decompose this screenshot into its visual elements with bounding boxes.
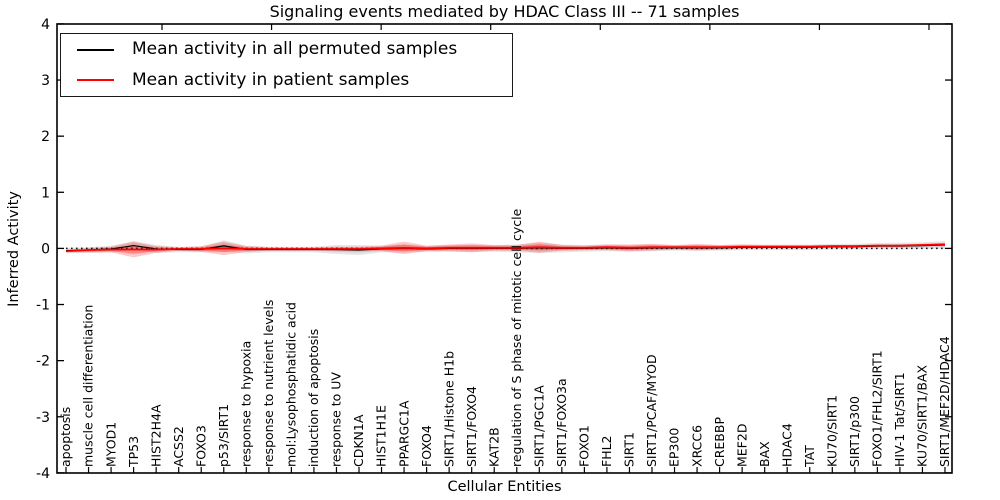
x-tick-label: FOXO1: [577, 425, 592, 467]
y-axis-label: Inferred Activity: [6, 191, 22, 307]
x-tick-label: muscle cell differentiation: [81, 305, 96, 467]
x-tick-label: FOXO3: [193, 425, 208, 467]
x-tick-label: PPARGC1A: [396, 400, 411, 467]
x-tick-label: apoptosis: [58, 407, 73, 467]
y-tick-label: 4: [41, 17, 50, 33]
x-tick-label: SIRT1/MEF2D/HDAC4: [937, 336, 952, 467]
x-tick-label: response to nutrient levels: [261, 300, 276, 467]
x-tick-label: SIRT1/FOXO4: [464, 386, 479, 467]
legend-label: Mean activity in patient samples: [132, 69, 410, 90]
legend-entry-patient: Mean activity in patient samples: [61, 65, 512, 95]
x-tick-label: ACSS2: [171, 426, 186, 467]
x-tick-label: TAT: [802, 445, 817, 468]
y-tick-label: -4: [36, 466, 50, 482]
x-tick-label: response to UV: [329, 372, 344, 467]
x-tick-label: regulation of S phase of mitotic cell cy…: [509, 208, 524, 467]
y-tick-label: 0: [41, 241, 50, 257]
x-tick-label: SIRT1/PCAF/MYOD: [644, 354, 659, 467]
x-tick-label: TP53: [126, 436, 141, 468]
x-tick-label: KU70/SIRT1: [824, 395, 839, 467]
y-tick-label: 2: [41, 129, 50, 145]
legend-label: Mean activity in all permuted samples: [132, 39, 458, 60]
x-tick-label: p53/SIRT1: [216, 404, 231, 467]
x-tick-label: HIST2H4A: [148, 404, 163, 467]
y-tick-label: 3: [41, 73, 50, 89]
black-line-sample-icon: [77, 48, 114, 51]
x-axis-label: Cellular Entities: [447, 479, 562, 495]
x-tick-label: induction of apoptosis: [306, 329, 321, 467]
x-tick-label: KAT2B: [486, 427, 501, 467]
x-tick-label: SIRT1/PGC1A: [531, 385, 546, 467]
x-tick-label: SIRT1/Histone H1b: [441, 351, 456, 467]
x-tick-label: XRCC6: [689, 425, 704, 467]
x-tick-label: CREBBP: [712, 417, 727, 467]
x-tick-label: BAX: [757, 441, 772, 467]
x-tick-label: FOXO1/FHL2/SIRT1: [870, 350, 885, 467]
red-line-sample-icon: [77, 79, 114, 82]
x-tick-label: EP300: [667, 428, 682, 467]
y-tick-label: -3: [36, 410, 50, 426]
y-tick-label: 1: [41, 185, 50, 201]
x-tick-label: MEF2D: [734, 424, 749, 467]
patient-band-outer: [66, 241, 945, 258]
x-tick-label: response to hypoxia: [239, 341, 254, 467]
x-tick-label: CDKN1A: [351, 414, 366, 467]
y-tick-label: -1: [36, 298, 50, 314]
x-tick-label: HDAC4: [779, 423, 794, 467]
x-tick-label: HIST1H1E: [374, 405, 389, 467]
chart-title: Signaling events mediated by HDAC Class …: [269, 2, 740, 21]
legend-entry-permuted: Mean activity in all permuted samples: [61, 35, 512, 65]
y-tick-label: -2: [36, 354, 50, 370]
legend: Mean activity in all permuted samples Me…: [60, 33, 513, 97]
x-tick-label: FOXO4: [419, 425, 434, 467]
x-tick-label: KU70/SIRT1/BAX: [915, 365, 930, 467]
x-tick-label: mol:Lysophosphatidic acid: [284, 302, 299, 467]
x-tick-label: SIRT1/p300: [847, 396, 862, 467]
x-tick-label: SIRT1/FOXO3a: [554, 378, 569, 467]
patient-mean-line: [65, 243, 946, 253]
x-tick-label: SIRT1: [622, 432, 637, 467]
x-tick-label: FHL2: [599, 435, 614, 467]
x-tick-label: HIV-1 Tat/SIRT1: [892, 372, 907, 467]
x-tick-label: MYOD1: [103, 422, 118, 467]
